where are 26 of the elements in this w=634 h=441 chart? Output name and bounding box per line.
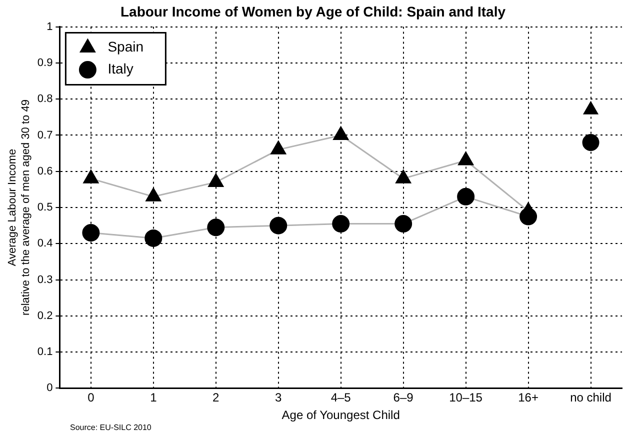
y-tick-label: 0.8 <box>37 93 53 106</box>
x-tick-label: 0 <box>88 390 95 405</box>
x-tick-label: 16+ <box>518 390 538 405</box>
x-axis-title: Age of Youngest Child <box>282 408 400 422</box>
x-tick-label: 6–9 <box>393 390 414 405</box>
y-axis-title: Average Labour Income relative to the average of men aged 30 to 49 <box>6 100 32 316</box>
y-tick-label: 0.6 <box>37 165 53 178</box>
x-tick-label: 3 <box>275 390 282 405</box>
x-tick-label: 1 <box>150 390 158 405</box>
x-tick-label: 10–15 <box>449 390 483 405</box>
y-tick-label: 0.7 <box>37 129 53 142</box>
chart-title: Labour Income of Women by Age of Child: Spain and Italy <box>120 3 506 20</box>
y-tick-label: 0.4 <box>37 238 53 250</box>
legend-label: Italy <box>108 60 134 77</box>
y-tick-label: 0 <box>46 382 53 394</box>
x-tick-label: 4–5 <box>330 390 352 405</box>
source-note: Source: EU-SILC 2010 <box>70 423 152 432</box>
x-tick-label: no child <box>570 390 612 405</box>
y-tick-label: 0.9 <box>37 56 53 69</box>
legend-label: Spain <box>108 38 144 55</box>
y-tick-label: 1 <box>46 20 53 33</box>
y-tick-label: 0.1 <box>37 346 53 358</box>
x-tick-label: 2 <box>212 390 220 405</box>
y-tick-label: 0.2 <box>37 310 53 322</box>
y-tick-label: 0.3 <box>37 274 53 286</box>
y-tick-label: 0.5 <box>37 202 53 214</box>
